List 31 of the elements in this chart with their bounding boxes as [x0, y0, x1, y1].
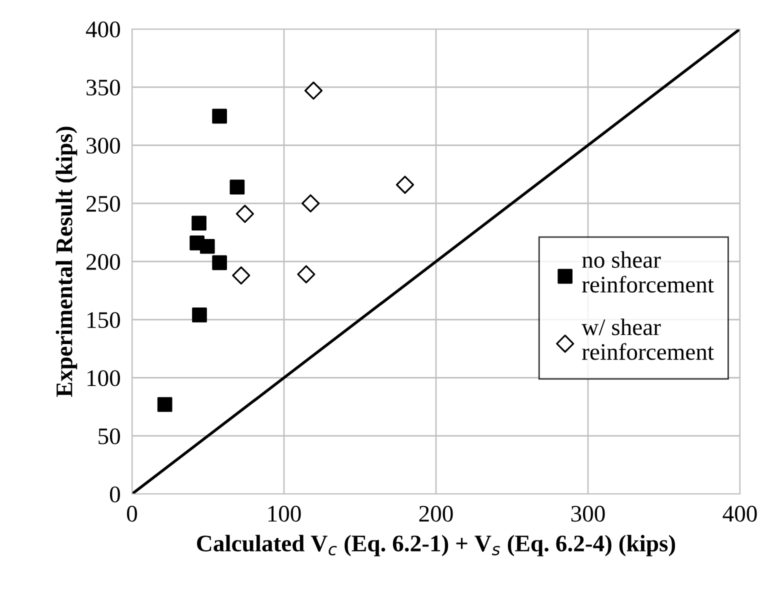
point: [302, 194, 320, 212]
point: [297, 265, 316, 284]
y-tick-label: 50: [98, 428, 120, 444]
point: [192, 308, 207, 322]
point: [304, 82, 323, 100]
point: [212, 108, 227, 124]
point: [212, 255, 227, 270]
y-tick-label: 350: [86, 80, 120, 96]
point: [230, 180, 245, 195]
y-tick-label: 200: [86, 254, 120, 270]
point: [232, 266, 250, 284]
point: [236, 204, 254, 223]
point: [192, 216, 206, 231]
y-tick-label: 150: [88, 312, 120, 328]
point: [157, 397, 172, 412]
y-tick-label: 0: [110, 486, 120, 502]
point: [200, 238, 215, 254]
legend-label: no shear reinforcement: [582, 251, 714, 293]
x-tick-label: 400: [722, 506, 757, 522]
y-tick-label: 400: [86, 21, 120, 38]
x-axis-title: Calculated V$_{c}$ (Eq. 6.2-1) + V$_{s}$ (Eq. 6.2-4) (kips): [197, 534, 676, 556]
y-tick-label: 100: [88, 370, 120, 386]
legend-label: w/ shear reinforcement: [582, 318, 714, 360]
x-tick-label: 0: [126, 506, 138, 522]
x-tick-label: 100: [268, 506, 301, 522]
point: [396, 176, 414, 194]
x-tick-label: 200: [419, 506, 453, 522]
y-axis-title: Experimental Result (kips): [56, 126, 78, 397]
x-tick-label: 300: [571, 506, 605, 522]
y-tick-label: 300: [86, 138, 120, 154]
y-tick-label: 250: [86, 196, 120, 212]
